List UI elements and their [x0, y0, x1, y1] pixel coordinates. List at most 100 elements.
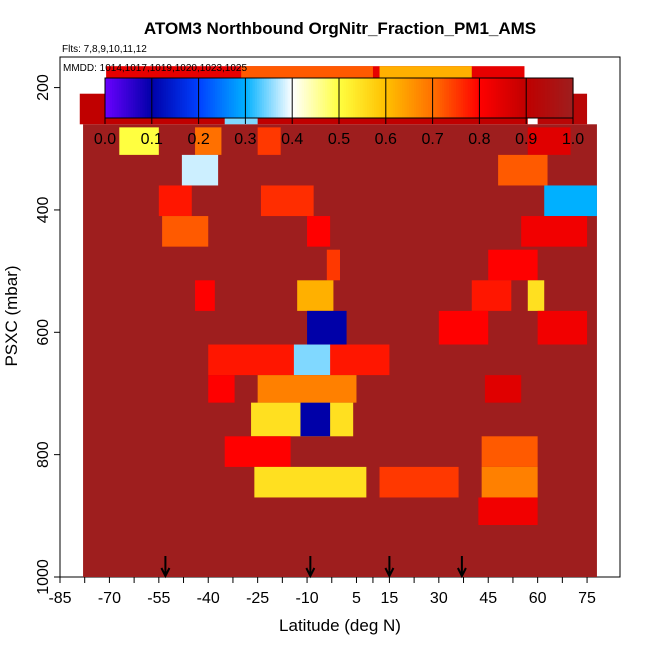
colorbar-slice: [542, 78, 546, 118]
colorbar-slice: [135, 78, 139, 118]
colorbar-slice: [156, 78, 160, 118]
heat-cell: [379, 466, 459, 498]
colorbar-slice: [158, 78, 162, 118]
colorbar-slice: [495, 78, 499, 118]
colorbar-slice: [395, 78, 399, 118]
colorbar-slice: [432, 78, 436, 118]
heat-cell: [307, 216, 331, 247]
colorbar-slice: [537, 78, 541, 118]
colorbar-slice: [315, 78, 319, 118]
heat-cell: [481, 466, 538, 498]
colorbar-slice: [448, 78, 452, 118]
colorbar-slice: [458, 78, 462, 118]
heat-cell: [162, 216, 209, 247]
colorbar-slice: [463, 78, 466, 118]
colorbar-slice: [376, 78, 380, 118]
colorbar-slice: [254, 78, 258, 118]
heat-cell: [181, 154, 219, 186]
heat-cell: [521, 216, 588, 247]
colorbar-slice: [130, 78, 134, 118]
x-tick-label: 15: [381, 590, 399, 607]
colorbar-slice: [554, 78, 558, 118]
colorbar-slice: [533, 78, 537, 118]
x-tick-label: -70: [98, 590, 121, 607]
colorbar-slice: [179, 78, 183, 118]
colorbar-slice: [331, 78, 335, 118]
colorbar-slice: [329, 78, 333, 118]
colorbar-slice: [107, 78, 111, 118]
colorbar-slice: [196, 78, 200, 118]
colorbar-slice: [294, 78, 298, 118]
colorbar-tick-label: 0.5: [328, 131, 350, 148]
colorbar-slice: [563, 78, 567, 118]
colorbar-tick-label: 0.0: [94, 131, 116, 148]
colorbar-slice: [210, 78, 214, 118]
colorbar-slice: [317, 78, 321, 118]
colorbar-slice: [498, 78, 502, 118]
colorbar-slice: [186, 78, 190, 118]
colorbar-slice: [397, 78, 401, 118]
colorbar-tick-label: 0.1: [141, 131, 163, 148]
heat-cell: [254, 466, 367, 498]
colorbar-slice: [353, 78, 356, 118]
colorbar-slice: [502, 78, 506, 118]
heat-cell: [119, 127, 159, 155]
colorbar-slice: [200, 78, 204, 118]
x-tick-label: -85: [48, 590, 71, 607]
heat-cell: [260, 185, 314, 217]
colorbar-slice: [416, 78, 420, 118]
colorbar-tick-label: 0.6: [375, 131, 397, 148]
colorbar-slice: [301, 78, 305, 118]
colorbar-slice: [154, 78, 158, 118]
colorbar-slice: [247, 78, 251, 118]
colorbar-slice: [385, 78, 389, 118]
colorbar-slice: [427, 78, 431, 118]
colorbar-slice: [163, 78, 167, 118]
colorbar-slice: [285, 78, 289, 118]
colorbar-slice: [233, 78, 237, 118]
colorbar-slice: [369, 78, 373, 118]
colorbar: 0.0 0.1 0.2 0.3 0.4 0.5 0.6 0.7 0.8 0.9 1.0: [94, 77, 584, 148]
colorbar-slice: [343, 78, 347, 118]
heat-cell: [208, 375, 235, 403]
colorbar-slice: [556, 78, 560, 118]
colorbar-slice: [205, 78, 209, 118]
colorbar-slice: [327, 78, 331, 118]
colorbar-slice: [341, 78, 345, 118]
colorbar-slice: [348, 78, 352, 118]
colorbar-slice: [266, 78, 270, 118]
y-tick-label: 600: [35, 319, 52, 346]
colorbar-slice: [521, 78, 525, 118]
colorbar-slice: [453, 78, 457, 118]
colorbar-slice: [268, 78, 272, 118]
colorbar-slice: [121, 78, 125, 118]
colorbar-slice: [512, 78, 516, 118]
heat-cell: [257, 127, 281, 155]
arrow-head: [456, 567, 467, 579]
colorbar-slice: [360, 78, 363, 118]
colorbar-slice: [207, 78, 211, 118]
colorbar-tick-label: 0.4: [281, 131, 303, 148]
colorbar-slice: [144, 78, 148, 118]
colorbar-slice: [374, 78, 378, 118]
colorbar-slice: [456, 78, 459, 118]
colorbar-slice: [137, 78, 141, 118]
colorbar-slice: [362, 78, 366, 118]
heat-cell: [527, 280, 545, 311]
colorbar-slice: [472, 78, 476, 118]
colorbar-slice: [214, 78, 218, 118]
colorbar-slice: [114, 78, 118, 118]
colorbar-slice: [245, 78, 249, 118]
colorbar-slice: [339, 78, 342, 118]
x-axis-label: Latitude (deg N): [279, 616, 401, 635]
colorbar-slice: [467, 78, 471, 118]
colorbar-slice: [147, 78, 151, 118]
colorbar-slice: [257, 78, 261, 118]
colorbar-slice: [299, 78, 303, 118]
colorbar-slice: [441, 78, 445, 118]
colorbar-slice: [273, 78, 277, 118]
x-tick-label: -25: [246, 590, 269, 607]
colorbar-slice: [322, 78, 326, 118]
colorbar-slice: [388, 78, 392, 118]
colorbar-slice: [437, 78, 441, 118]
